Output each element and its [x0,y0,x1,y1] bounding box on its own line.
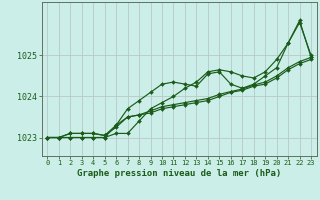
X-axis label: Graphe pression niveau de la mer (hPa): Graphe pression niveau de la mer (hPa) [77,169,281,178]
